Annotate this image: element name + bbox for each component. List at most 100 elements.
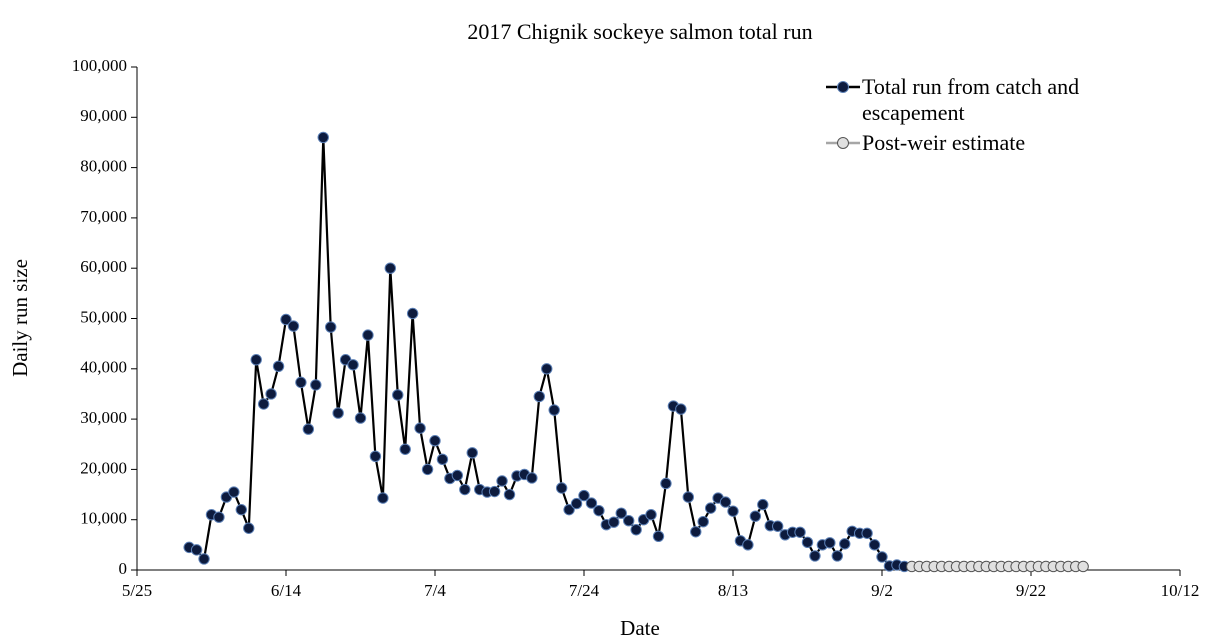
data-point xyxy=(436,453,449,466)
data-point xyxy=(630,524,642,536)
data-point xyxy=(868,539,881,551)
data-point xyxy=(429,435,441,447)
data-point xyxy=(876,551,888,563)
legend-marker xyxy=(837,137,849,149)
data-point xyxy=(377,492,389,504)
data-point xyxy=(608,516,620,528)
data-point xyxy=(295,376,307,389)
y-tick-label: 70,000 xyxy=(80,207,127,226)
data-point xyxy=(362,329,374,341)
data-point xyxy=(548,404,560,416)
data-point xyxy=(213,511,225,523)
y-tick-label: 100,000 xyxy=(72,56,127,75)
x-tick-label: 9/2 xyxy=(871,581,893,600)
data-point xyxy=(652,530,665,542)
data-point xyxy=(503,488,516,501)
data-point xyxy=(399,443,411,455)
data-point xyxy=(555,482,568,494)
data-point xyxy=(414,422,426,434)
data-point xyxy=(809,550,821,562)
data-point xyxy=(325,321,337,333)
data-point xyxy=(466,447,478,459)
legend-symbol xyxy=(826,81,860,93)
y-tick-label: 80,000 xyxy=(80,157,127,176)
x-axis-label: Date xyxy=(620,616,660,640)
data-point xyxy=(645,508,657,521)
data-point xyxy=(675,403,687,415)
data-point xyxy=(727,505,739,517)
y-axis-label: Daily run size xyxy=(8,259,32,377)
data-point xyxy=(697,516,709,528)
data-point xyxy=(794,526,806,538)
data-point xyxy=(265,388,277,400)
data-point xyxy=(719,496,732,508)
data-point xyxy=(757,498,769,511)
x-tick-label: 7/24 xyxy=(569,581,600,600)
chart-title: 2017 Chignik sockeye salmon total run xyxy=(467,19,812,44)
x-tick-label: 6/14 xyxy=(271,581,302,600)
data-point xyxy=(459,483,471,496)
data-point xyxy=(533,390,545,403)
data-point xyxy=(228,486,240,498)
data-point xyxy=(406,307,419,320)
y-tick-label: 0 xyxy=(119,559,128,578)
data-point xyxy=(287,320,300,332)
data-point xyxy=(1077,560,1089,573)
data-point xyxy=(190,544,203,556)
x-tick-label: 7/4 xyxy=(424,581,446,600)
data-point xyxy=(563,503,575,516)
data-point xyxy=(742,539,754,551)
data-point xyxy=(302,423,315,435)
data-point xyxy=(272,360,285,372)
x-tick-label: 5/25 xyxy=(122,581,152,600)
data-point xyxy=(690,526,702,538)
y-tick-label: 20,000 xyxy=(80,458,127,477)
data-point xyxy=(384,262,396,274)
data-point xyxy=(198,553,210,565)
legend-label: Total run from catch and escapement xyxy=(862,74,1080,125)
y-tick-label: 60,000 xyxy=(80,257,127,276)
data-point xyxy=(347,359,359,371)
data-point xyxy=(831,550,843,562)
y-tick-label: 30,000 xyxy=(80,408,127,427)
data-point xyxy=(772,520,784,532)
data-point xyxy=(354,412,367,424)
data-point xyxy=(541,363,553,375)
data-point xyxy=(660,477,672,490)
x-tick-label: 10/12 xyxy=(1161,581,1200,600)
data-point xyxy=(526,472,538,484)
data-point xyxy=(570,497,583,510)
y-tick-label: 40,000 xyxy=(80,358,127,377)
data-point xyxy=(578,489,590,502)
y-tick-label: 10,000 xyxy=(80,509,127,528)
data-point xyxy=(488,485,501,498)
data-point xyxy=(369,450,382,463)
data-point xyxy=(749,510,762,522)
data-point xyxy=(593,504,605,517)
data-point xyxy=(861,527,873,539)
data-point xyxy=(235,503,248,516)
data-point xyxy=(332,407,344,419)
data-point xyxy=(250,354,262,366)
legend-label: Post-weir estimate xyxy=(862,130,1026,155)
legend-item: Total run from catch and escapement xyxy=(824,74,1154,126)
legend-item: Post-weir estimate xyxy=(824,130,1154,156)
data-point xyxy=(585,497,598,509)
data-point xyxy=(496,475,508,487)
legend-marker xyxy=(837,81,849,93)
data-point xyxy=(257,398,270,410)
x-tick-label: 9/22 xyxy=(1016,581,1046,600)
data-point xyxy=(310,379,322,391)
data-point xyxy=(317,131,329,144)
y-tick-label: 90,000 xyxy=(80,106,127,125)
data-point xyxy=(392,389,404,401)
data-point xyxy=(704,502,717,514)
data-point xyxy=(280,313,292,326)
data-point xyxy=(615,507,627,519)
data-point xyxy=(801,536,814,549)
data-point xyxy=(451,469,464,482)
data-point xyxy=(839,538,851,550)
data-point xyxy=(682,491,694,503)
